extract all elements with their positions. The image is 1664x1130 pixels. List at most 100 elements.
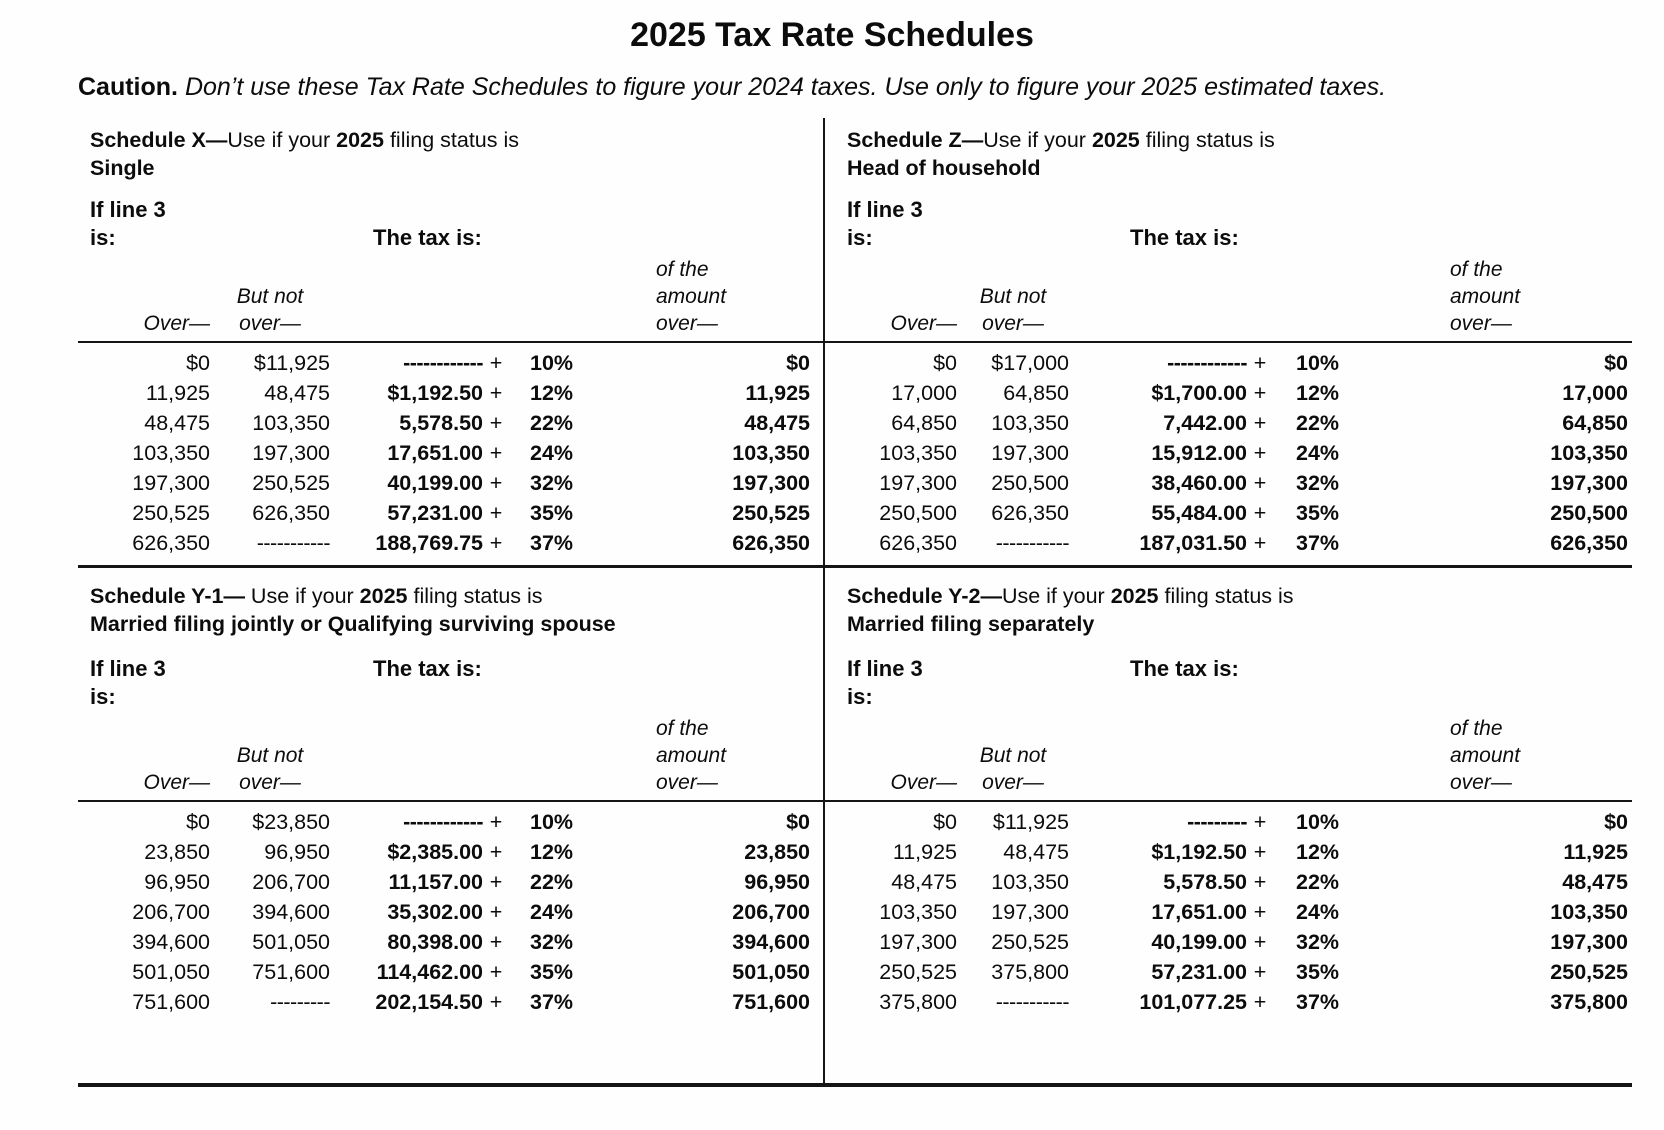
plus-sign: +: [1253, 441, 1267, 465]
rate-cell: 22%: [530, 411, 574, 435]
schedule-heading-name: Schedule Z—: [847, 128, 984, 152]
rate-cell: 32%: [1296, 930, 1340, 954]
schedule-heading: Schedule Y-1— Use if your 2025 filing st…: [90, 568, 823, 638]
over-cell: 48,475: [144, 411, 210, 435]
tax-cell: 188,769.75: [375, 531, 483, 555]
tax-cell: ------------: [403, 810, 483, 834]
amount-over-cell: 375,800: [1550, 990, 1628, 1014]
tax-bracket-row: $0 $11,925 --------- +10% $0: [847, 807, 1632, 837]
tax-cell: 17,651.00: [387, 441, 483, 465]
amount-over-cell: 17,000: [1562, 381, 1628, 405]
column-headers: Over— But not over— of the amount over—: [847, 254, 1632, 337]
but-not-over-line: over—: [982, 771, 1044, 794]
rate-cell: 37%: [1296, 531, 1340, 555]
tax-cell: 202,154.50: [375, 990, 483, 1014]
plus-sign: +: [1253, 870, 1267, 894]
tax-bracket-row: 250,500 626,350 55,484.00 +35% 250,500: [847, 498, 1632, 528]
amount-over-cell: 501,050: [732, 960, 810, 984]
schedule-heading: Schedule X—Use if your 2025 filing statu…: [90, 118, 823, 182]
amount-over-cell: 197,300: [1550, 471, 1628, 495]
tax-bracket-row: $0 $23,850 ------------ +10% $0: [90, 807, 823, 837]
amount-over-cell: 11,925: [1563, 840, 1628, 864]
page-title: 2025 Tax Rate Schedules: [630, 16, 1034, 54]
column-headers: Over— But not over— of the amount over—: [90, 254, 823, 337]
but-not-cell: 197,300: [991, 441, 1069, 465]
over-cell: 206,700: [132, 900, 210, 924]
but-not-cell: 375,800: [991, 960, 1069, 984]
rate-cell: 10%: [1296, 810, 1340, 834]
plus-sign: +: [489, 900, 503, 924]
but-not-cell: -----------: [995, 531, 1069, 555]
schedule-heading-tail: filing status is: [383, 128, 520, 152]
over-cell: 17,000: [891, 381, 957, 405]
rate-cell: 12%: [1296, 840, 1340, 864]
amount-over-cell: $0: [1604, 810, 1628, 834]
but-not-cell: ---------: [270, 990, 330, 1014]
plus-sign: +: [1253, 531, 1267, 555]
tax-cell: 35,302.00: [387, 900, 483, 924]
but-not-over-header: But not over—: [210, 742, 330, 796]
but-not-cell: 197,300: [252, 441, 330, 465]
is-label: is:: [90, 225, 116, 250]
the-tax-is-label: The tax is:: [373, 225, 482, 250]
of-the-line: of the: [1450, 258, 1503, 281]
tax-bracket-row: $0 $17,000 ------------ +10% $0: [847, 348, 1632, 378]
tax-cell: 7,442.00: [1163, 411, 1247, 435]
but-not-line: But not: [236, 285, 304, 308]
tax-bracket-row: 501,050 751,600 114,462.00 +35% 501,050: [90, 957, 823, 987]
tax-bracket-row: $0 $11,925 ------------ +10% $0: [90, 348, 823, 378]
tax-cell: 38,460.00: [1151, 471, 1247, 495]
but-not-cell: 103,350: [991, 870, 1069, 894]
plus-sign: +: [489, 990, 503, 1014]
tax-bracket-row: 96,950 206,700 11,157.00 +22% 96,950: [90, 867, 823, 897]
schedule-heading-text: Use if your: [244, 584, 360, 608]
but-not-cell: 96,950: [264, 840, 330, 864]
over-cell: $0: [186, 351, 210, 375]
tax-cell: 11,157.00: [388, 870, 483, 894]
is-label: is:: [847, 684, 873, 709]
but-not-line: But not: [979, 744, 1047, 767]
but-not-over-line: over—: [239, 771, 301, 794]
but-not-cell: 48,475: [1003, 840, 1069, 864]
tax-cell: 5,578.50: [1163, 870, 1247, 894]
schedule-heading-tail: filing status is: [1158, 584, 1294, 608]
over-cell: 103,350: [879, 441, 957, 465]
schedule-heading-year: 2025: [359, 584, 408, 608]
column-header-rule: [78, 800, 823, 802]
but-not-line: But not: [979, 285, 1047, 308]
amount-over-cell: 48,475: [744, 411, 810, 435]
schedule-y2-section: Schedule Y-2—Use if your 2025 filing sta…: [823, 565, 1632, 1083]
rate-cell: 22%: [1296, 870, 1340, 894]
over-cell: 375,800: [879, 990, 957, 1014]
schedule-heading-name: Schedule X—: [90, 128, 228, 152]
tax-cell: 5,578.50: [399, 411, 483, 435]
tax-cell: 15,912.00: [1151, 441, 1247, 465]
amount-over-cell: 197,300: [1550, 930, 1628, 954]
but-not-cell: $23,850: [252, 810, 330, 834]
plus-sign: +: [1253, 381, 1267, 405]
plus-sign: +: [489, 870, 503, 894]
over-header: Over—: [143, 771, 210, 794]
of-the-amount-over-header: of the amount over—: [1450, 715, 1520, 796]
amount-over-cell: 48,475: [1562, 870, 1628, 894]
tax-cell: ---------: [1187, 810, 1247, 834]
plus-sign: +: [489, 381, 503, 405]
rate-cell: 32%: [530, 930, 574, 954]
over-cell: $0: [933, 810, 957, 834]
rate-cell: 10%: [530, 351, 574, 375]
tax-bracket-rows: $0 $23,850 ------------ +10% $0 23,850 96,950 $…: [90, 807, 823, 1017]
of-the-line: of the: [1450, 717, 1503, 740]
tax-bracket-row: 48,475 103,350 5,578.50 +22% 48,475: [847, 867, 1632, 897]
plus-sign: +: [1253, 411, 1267, 435]
plus-sign: +: [1253, 351, 1267, 375]
tax-cell: 57,231.00: [387, 501, 483, 525]
rate-cell: 37%: [530, 990, 574, 1014]
over-cell: 197,300: [879, 471, 957, 495]
amount-over-cell: 11,925: [745, 381, 810, 405]
but-not-cell: $11,925: [992, 810, 1069, 834]
over-cell: 64,850: [891, 411, 957, 435]
amount-over-cell: 250,525: [1550, 960, 1628, 984]
schedule-z-section: Schedule Z—Use if your 2025 filing statu…: [823, 118, 1632, 565]
but-not-cell: 250,525: [252, 471, 330, 495]
caution-label: Caution.: [78, 73, 178, 101]
